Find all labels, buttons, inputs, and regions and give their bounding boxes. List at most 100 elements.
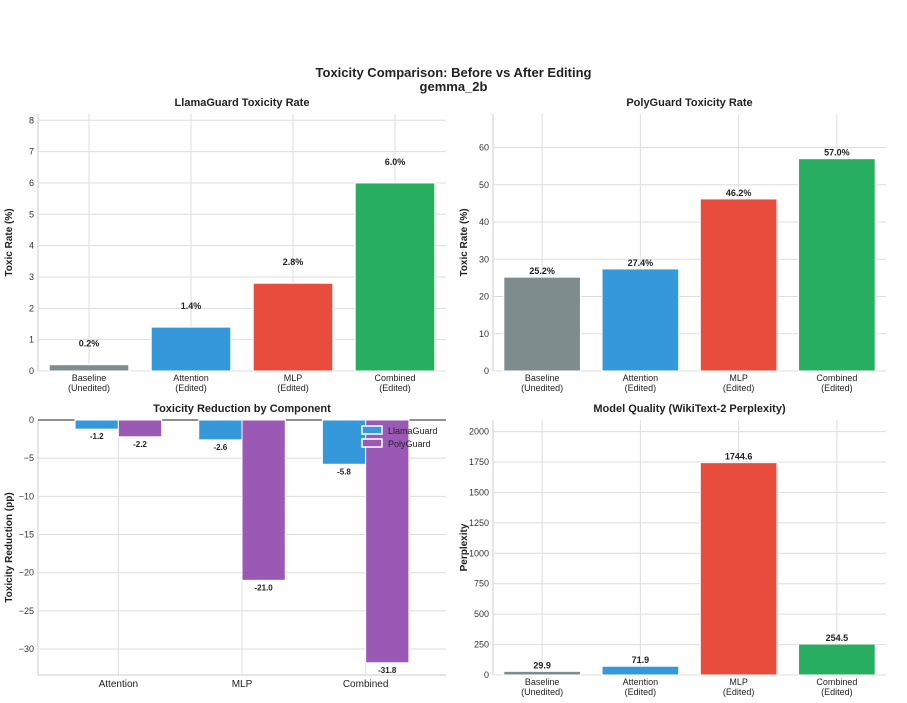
y-tick-label: 0 bbox=[29, 366, 34, 376]
chart-perplexity: Model Quality (WikiText-2 Perplexity) Per… bbox=[459, 403, 886, 697]
chart-polyguard: PolyGuard Toxicity Rate Toxic Rate (%) 0 10… bbox=[459, 97, 886, 393]
x-tick-label: Baseline (Unedited) bbox=[521, 373, 563, 393]
data-label: 1.4% bbox=[181, 301, 202, 311]
chart-title: LlamaGuard Toxicity Rate bbox=[175, 97, 310, 109]
x-tick-label: MLP bbox=[232, 679, 253, 690]
chart-reduction: Toxicity Reduction by Component Toxicity … bbox=[4, 403, 446, 690]
y-tick-label: 0 bbox=[484, 366, 489, 376]
bar-3 bbox=[354, 182, 436, 372]
y-tick-label: 30 bbox=[479, 254, 489, 264]
y-tick-label: 1250 bbox=[469, 518, 489, 528]
y-tick-label: 3 bbox=[29, 272, 34, 282]
bar-llamaguard bbox=[74, 419, 119, 430]
legend-swatch-llamaguard bbox=[361, 425, 383, 435]
x-tick-label: Combined (Edited) bbox=[816, 373, 857, 393]
data-label: 27.4% bbox=[628, 258, 654, 268]
bar-polyguard bbox=[365, 419, 410, 664]
y-tick-label: 750 bbox=[474, 579, 489, 589]
y-tick-label: 250 bbox=[474, 640, 489, 650]
data-label: 71.9 bbox=[632, 655, 650, 665]
data-label: -21.0 bbox=[255, 583, 274, 592]
data-label: -2.6 bbox=[213, 443, 227, 452]
data-label: 46.2% bbox=[726, 188, 752, 198]
bar-3 bbox=[798, 643, 876, 676]
bar-0 bbox=[48, 364, 130, 372]
bar-2 bbox=[252, 282, 334, 372]
bar-0 bbox=[503, 276, 581, 372]
data-label: 0.2% bbox=[79, 339, 100, 349]
chart-title: PolyGuard Toxicity Rate bbox=[626, 97, 752, 109]
data-label: -31.8 bbox=[378, 666, 397, 675]
x-tick-label: Baseline (Unedited) bbox=[521, 677, 563, 697]
data-label: -5.8 bbox=[337, 467, 351, 476]
bar-0 bbox=[503, 670, 581, 676]
y-tick-label: −5 bbox=[24, 453, 34, 463]
y-tick-label: −15 bbox=[19, 530, 34, 540]
legend-label-polyguard: PolyGuard bbox=[388, 439, 431, 449]
legend-swatch-polyguard bbox=[361, 438, 383, 448]
y-tick-label: 40 bbox=[479, 217, 489, 227]
y-axis-label: Toxic Rate (%) bbox=[4, 208, 15, 276]
x-tick-label: Combined (Edited) bbox=[374, 373, 415, 393]
y-tick-label: 5 bbox=[29, 209, 34, 219]
bar-3 bbox=[798, 158, 876, 372]
y-tick-label: 2 bbox=[29, 303, 34, 313]
x-tick-label: Attention (Edited) bbox=[623, 677, 659, 697]
y-tick-label: −20 bbox=[19, 568, 34, 578]
y-tick-label: 6 bbox=[29, 178, 34, 188]
bar-2 bbox=[699, 198, 778, 372]
data-label: 2.8% bbox=[283, 257, 304, 267]
data-label: 1744.6 bbox=[725, 452, 753, 462]
bar-1 bbox=[150, 326, 232, 372]
x-tick-label: Baseline (Unedited) bbox=[68, 373, 110, 393]
x-tick-label: Combined bbox=[343, 679, 389, 690]
y-tick-label: 50 bbox=[479, 180, 489, 190]
y-tick-label: 60 bbox=[479, 143, 489, 153]
y-tick-label: −30 bbox=[19, 644, 34, 654]
y-tick-label: 8 bbox=[29, 115, 34, 125]
x-tick-label: Attention (Edited) bbox=[173, 373, 209, 393]
bar-2 bbox=[699, 462, 778, 676]
figure-title-line1: Toxicity Comparison: Before vs After Edi… bbox=[315, 65, 592, 80]
bar-polyguard bbox=[241, 419, 286, 581]
bar-1 bbox=[601, 268, 680, 372]
y-tick-label: 4 bbox=[29, 241, 34, 251]
y-axis-label: Toxicity Reduction (pp) bbox=[4, 492, 15, 602]
y-tick-label: 1 bbox=[29, 335, 34, 345]
bar-polyguard bbox=[117, 419, 163, 438]
data-label: 254.5 bbox=[826, 633, 849, 643]
x-tick-label: MLP (Edited) bbox=[723, 677, 755, 697]
x-tick-label: MLP (Edited) bbox=[277, 373, 309, 393]
y-tick-label: 0 bbox=[29, 415, 34, 425]
y-tick-label: −25 bbox=[19, 606, 34, 616]
legend: LlamaGuard PolyGuard bbox=[361, 425, 438, 449]
data-label: 57.0% bbox=[824, 148, 850, 158]
chart-title: Model Quality (WikiText-2 Perplexity) bbox=[593, 403, 786, 415]
legend-label-llamaguard: LlamaGuard bbox=[388, 426, 438, 436]
y-tick-label: 10 bbox=[479, 329, 489, 339]
figure-title: Toxicity Comparison: Before vs After Edi… bbox=[0, 66, 907, 94]
bar-1 bbox=[601, 665, 680, 676]
y-tick-label: 1500 bbox=[469, 487, 489, 497]
bar-llamaguard bbox=[321, 419, 367, 465]
data-label: -2.2 bbox=[133, 440, 147, 449]
y-tick-label: 20 bbox=[479, 292, 489, 302]
y-tick-label: 0 bbox=[484, 670, 489, 680]
x-tick-label: MLP (Edited) bbox=[723, 373, 755, 393]
figure-title-line2: gemma_2b bbox=[419, 79, 488, 94]
data-label: 6.0% bbox=[385, 157, 406, 167]
data-label: 29.9 bbox=[533, 660, 551, 670]
y-axis-label: Toxic Rate (%) bbox=[459, 208, 470, 276]
chart-llamaguard: LlamaGuard Toxicity Rate Toxic Rate (%) 0 1… bbox=[4, 97, 446, 393]
x-tick-label: Attention (Edited) bbox=[623, 373, 659, 393]
x-tick-label: Attention bbox=[99, 679, 138, 690]
y-tick-label: 1000 bbox=[469, 548, 489, 558]
y-tick-label: 500 bbox=[474, 609, 489, 619]
y-tick-label: 2000 bbox=[469, 427, 489, 437]
x-tick-label: Combined (Edited) bbox=[816, 677, 857, 697]
chart-title: Toxicity Reduction by Component bbox=[153, 403, 331, 415]
y-tick-label: 1750 bbox=[469, 457, 489, 467]
y-tick-label: 7 bbox=[29, 147, 34, 157]
